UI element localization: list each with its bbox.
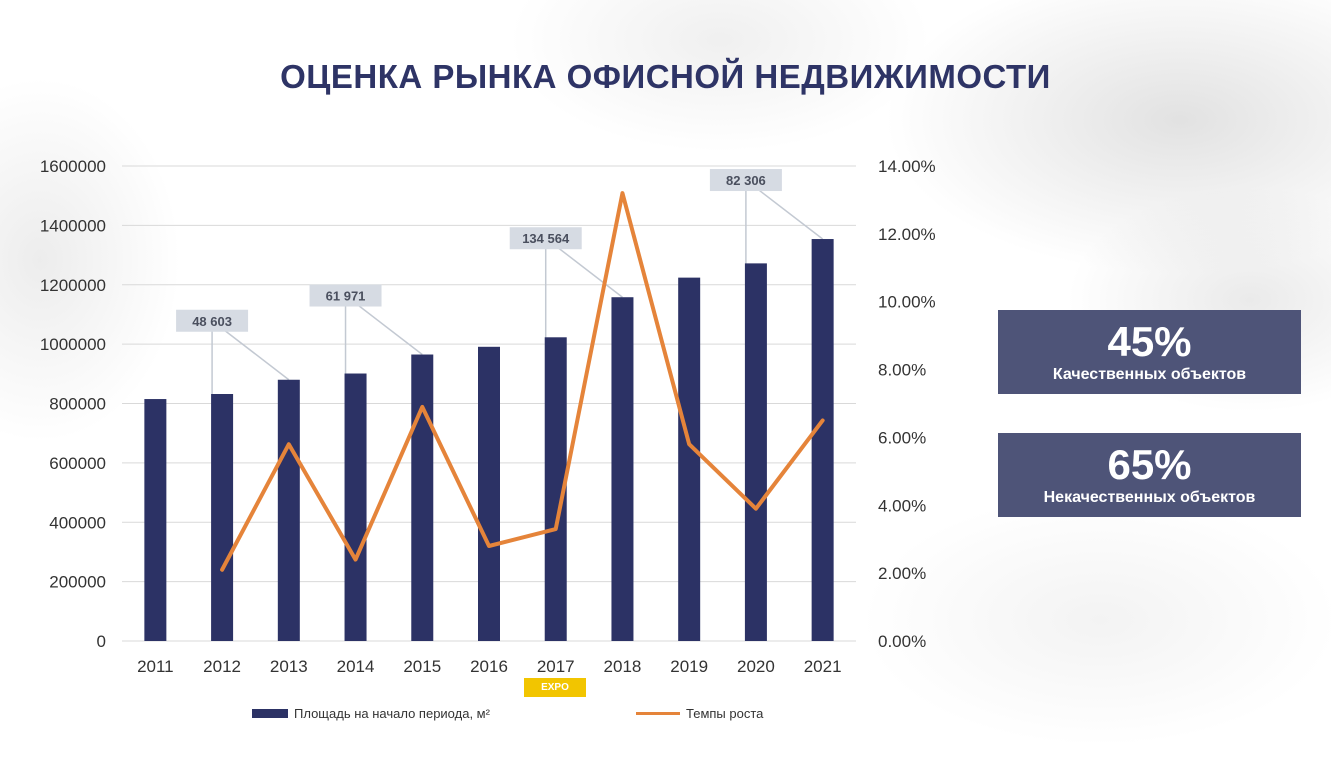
x-tick-label: 2012 bbox=[203, 657, 241, 676]
stat-quality: 45% Качественных объектов bbox=[998, 310, 1301, 394]
callout-label: 134 564 bbox=[522, 231, 570, 246]
growth-line-path bbox=[220, 191, 825, 572]
y-left-tick-label: 1400000 bbox=[40, 216, 106, 235]
y-right-tick-label: 6.00% bbox=[878, 428, 926, 447]
stat-quality-label: Качественных объектов bbox=[1052, 366, 1247, 383]
legend-line-swatch bbox=[636, 712, 680, 715]
legend-area-label: Площадь на начало периода, м² bbox=[294, 706, 490, 721]
bar bbox=[544, 337, 567, 641]
growth-line bbox=[220, 191, 825, 572]
y-right-tick-label: 14.00% bbox=[878, 157, 936, 176]
bar bbox=[144, 399, 167, 641]
callout-label: 48 603 bbox=[192, 314, 232, 329]
legend-growth-label: Темпы роста bbox=[686, 706, 764, 721]
bars bbox=[144, 239, 834, 641]
callout-box bbox=[176, 309, 249, 332]
callout-box bbox=[509, 227, 582, 250]
x-tick-label: 2019 bbox=[670, 657, 708, 676]
bar bbox=[411, 354, 434, 641]
bar bbox=[478, 346, 500, 641]
bar bbox=[744, 263, 767, 641]
y-left-tick-label: 600000 bbox=[49, 454, 106, 473]
bar bbox=[277, 379, 300, 641]
y-left-tick-label: 1000000 bbox=[40, 335, 106, 354]
x-tick-label: 2015 bbox=[403, 657, 441, 676]
x-tick-label: 2020 bbox=[737, 657, 775, 676]
page-title: ОЦЕНКА РЫНКА ОФИСНОЙ НЕДВИЖИМОСТИ bbox=[280, 58, 1051, 95]
y-left-tick-label: 0 bbox=[97, 632, 106, 651]
stat-nonquality-label: Некачественных объектов bbox=[1043, 489, 1256, 506]
callouts: 48 603 61 971 134 564 82 306 bbox=[176, 169, 782, 332]
callout-box bbox=[309, 284, 382, 307]
callout-box bbox=[709, 169, 782, 192]
callout-label: 82 306 bbox=[726, 173, 766, 188]
x-tick-label: 2017 bbox=[537, 657, 575, 676]
bar bbox=[344, 373, 367, 641]
legend-item-area: Площадь на начало периода, м² bbox=[252, 706, 490, 721]
y-left-tick-label: 1600000 bbox=[40, 157, 106, 176]
y-right-tick-label: 10.00% bbox=[878, 293, 936, 312]
y-right-tick-label: 2.00% bbox=[878, 564, 926, 583]
stat-quality-value: 45% bbox=[1107, 318, 1192, 365]
bar bbox=[211, 394, 234, 641]
y-left-tick-label: 200000 bbox=[49, 573, 106, 592]
x-tick-label: 2013 bbox=[270, 657, 308, 676]
y-right-tick-label: 8.00% bbox=[878, 361, 926, 380]
x-tick-label: 2021 bbox=[804, 657, 842, 676]
y-left-tick-label: 1200000 bbox=[40, 276, 106, 295]
callout-label: 61 971 bbox=[326, 289, 366, 304]
stat-nonquality: 65% Некачественных объектов bbox=[998, 433, 1301, 517]
legend-bar-swatch bbox=[252, 709, 288, 718]
axes: 0 200000 400000 600000 800000 1000000 1200000 1… bbox=[40, 157, 936, 676]
bar bbox=[611, 297, 634, 641]
expo-badge: EXPO bbox=[524, 678, 586, 697]
callout-leaders bbox=[211, 179, 824, 435]
x-tick-label: 2018 bbox=[604, 657, 642, 676]
x-tick-label: 2014 bbox=[337, 657, 375, 676]
y-left-tick-label: 400000 bbox=[49, 513, 106, 532]
y-left-tick-label: 800000 bbox=[49, 395, 106, 414]
y-right-tick-label: 4.00% bbox=[878, 496, 926, 515]
legend-item-growth: Темпы роста bbox=[636, 706, 763, 721]
x-tick-label: 2011 bbox=[137, 657, 174, 676]
stat-nonquality-value: 65% bbox=[1107, 441, 1192, 488]
y-right-tick-label: 12.00% bbox=[878, 225, 936, 244]
x-tick-label: 2016 bbox=[470, 657, 508, 676]
bar bbox=[678, 277, 701, 641]
bar bbox=[811, 239, 834, 641]
y-right-tick-label: 0.00% bbox=[878, 632, 926, 651]
